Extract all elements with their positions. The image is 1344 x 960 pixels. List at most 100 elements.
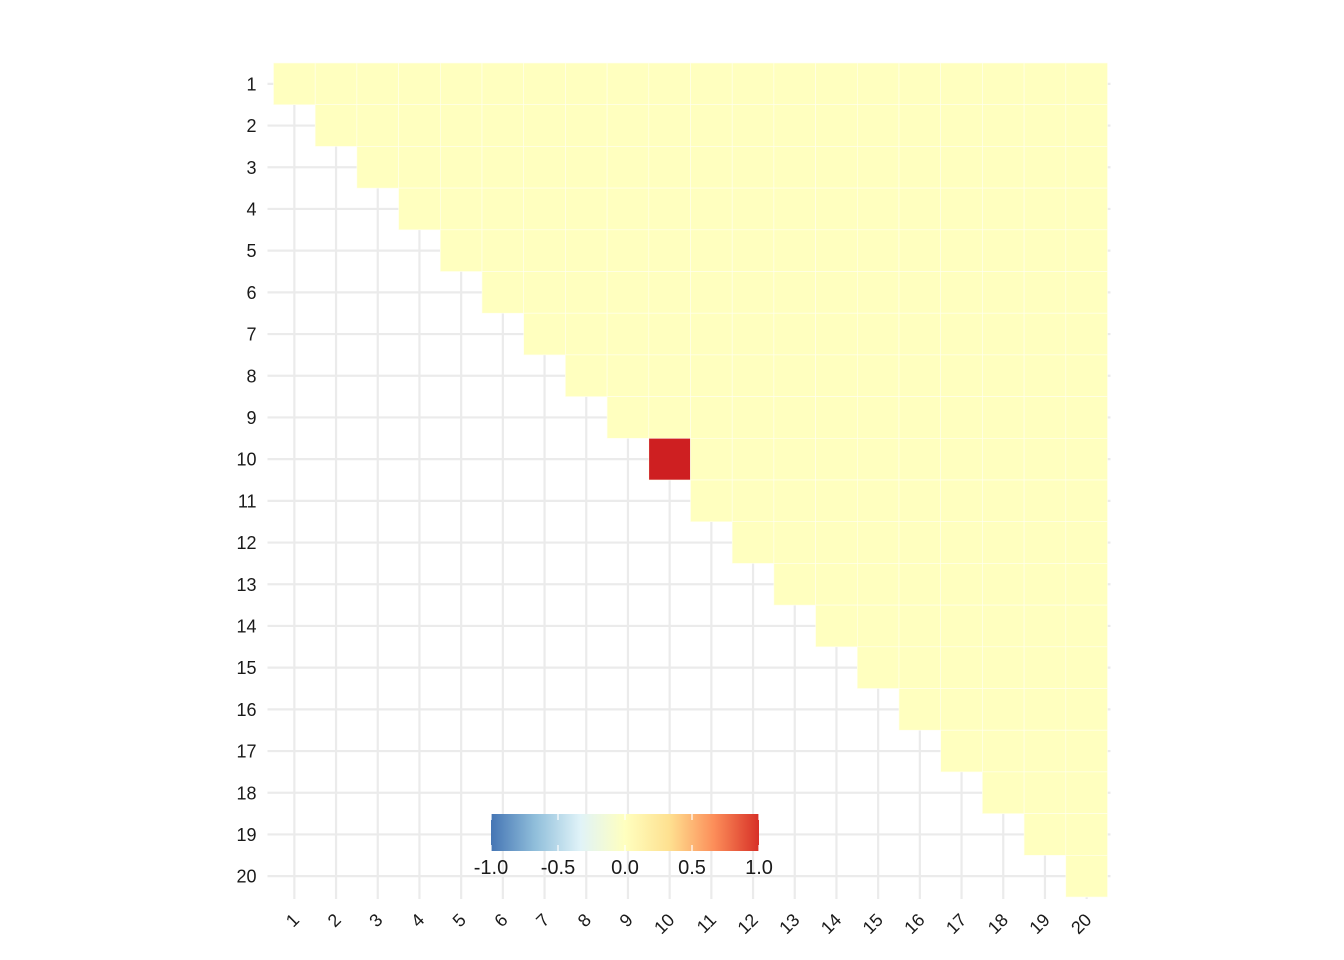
heatmap-cell (398, 62, 441, 106)
x-tick-label: 16 (900, 910, 928, 938)
y-tick-label: 4 (246, 199, 256, 219)
heatmap-cell (606, 104, 650, 147)
y-tick-label: 1 (246, 74, 256, 94)
heatmap-cell (1023, 354, 1067, 397)
heatmap-cell (856, 104, 900, 147)
x-tick-label: 17 (942, 910, 970, 938)
heatmap-cell (1023, 604, 1067, 648)
y-tick-label: 17 (236, 742, 256, 762)
heatmap-cell (940, 271, 983, 314)
heatmap-cell (648, 104, 691, 147)
heatmap-cell (690, 437, 733, 481)
heatmap-cell (1065, 187, 1108, 231)
heatmap-cell (815, 312, 858, 356)
heatmap-cell (523, 146, 566, 189)
heatmap-cell (1065, 604, 1108, 648)
heatmap-cell (731, 354, 775, 397)
heatmap-cell (982, 521, 1025, 564)
x-tick-label: 18 (984, 910, 1012, 938)
heatmap-cell (940, 646, 983, 689)
heatmap-cells (273, 62, 1108, 898)
y-tick-label: 2 (246, 116, 256, 136)
heatmap-cell (481, 146, 525, 189)
heatmap-cell (481, 187, 525, 231)
y-tick-label: 9 (246, 408, 256, 428)
heatmap-cell (606, 62, 650, 106)
heatmap-cell (982, 104, 1025, 147)
heatmap-cell (940, 146, 983, 189)
x-axis-tick-labels: 1 2 3 4 5 6 7 8 9 10 11 12 13 14 15 16 17 18 19 20 (282, 910, 1096, 938)
heatmap-cell (856, 396, 900, 439)
y-tick-label: 11 (238, 491, 257, 511)
heatmap-cell (356, 62, 399, 106)
heatmap-cell (982, 604, 1025, 648)
heatmap-cell (898, 688, 942, 731)
legend-tick-label: 0.0 (611, 857, 639, 879)
heatmap-cell (982, 312, 1025, 356)
heatmap-cell (898, 312, 942, 356)
heatmap-cell (856, 146, 900, 189)
heatmap-cell (1023, 437, 1067, 481)
heatmap-cell (982, 396, 1025, 439)
heatmap-cell (1065, 688, 1108, 731)
heatmap-cell (1065, 312, 1108, 356)
heatmap-cell (314, 62, 358, 106)
heatmap-cell (1023, 771, 1067, 814)
heatmap-cell (898, 187, 942, 231)
heatmap-cell (523, 187, 566, 231)
heatmap-cell (982, 479, 1025, 523)
heatmap-cell (856, 646, 900, 689)
heatmap-cell (648, 437, 691, 481)
y-tick-label: 18 (236, 783, 256, 803)
heatmap-cell (1065, 146, 1108, 189)
heatmap-cell (773, 62, 816, 106)
heatmap-cell (648, 146, 691, 189)
heatmap-cell (1023, 229, 1067, 272)
heatmap-cell (1023, 271, 1067, 314)
heatmap-cell (648, 229, 691, 272)
heatmap-cell (856, 479, 900, 523)
heatmap-cell (523, 271, 566, 314)
y-tick-label: 13 (236, 575, 256, 595)
heatmap-cell (439, 229, 483, 272)
heatmap-cell (1065, 813, 1108, 856)
heatmap-cell (856, 563, 900, 606)
heatmap-cell (1023, 688, 1067, 731)
heatmap-cell (690, 229, 733, 272)
x-tick-label: 6 (490, 910, 511, 931)
heatmap-cell (982, 771, 1025, 814)
heatmap-cell (1023, 312, 1067, 356)
heatmap-cell (982, 437, 1025, 481)
x-tick-label: 3 (365, 910, 386, 931)
heatmap-cell (1065, 521, 1108, 564)
heatmap-cell (982, 146, 1025, 189)
heatmap-cell (690, 396, 733, 439)
heatmap-cell (690, 271, 733, 314)
heatmap-cell (856, 437, 900, 481)
heatmap-cell (773, 479, 816, 523)
heatmap-cell (356, 146, 399, 189)
heatmap-cell (982, 62, 1025, 106)
heatmap-cell (523, 229, 566, 272)
heatmap-cell (356, 104, 399, 147)
x-tick-label: 10 (650, 910, 678, 938)
x-tick-label: 7 (532, 910, 553, 931)
heatmap-cell (773, 396, 816, 439)
heatmap-cell (982, 271, 1025, 314)
heatmap-cell (815, 354, 858, 397)
heatmap-cell (690, 187, 733, 231)
heatmap-cell (856, 521, 900, 564)
heatmap-cell (940, 729, 983, 773)
heatmap-cell (565, 104, 608, 147)
heatmap-cell (523, 62, 566, 106)
heatmap-cell (398, 104, 441, 147)
heatmap-cell (773, 104, 816, 147)
heatmap-cell (940, 62, 983, 106)
legend-tick-label: -0.5 (541, 857, 575, 879)
heatmap-cell (731, 62, 775, 106)
heatmap-cell (856, 271, 900, 314)
heatmap-cell (815, 521, 858, 564)
x-tick-label: 14 (817, 910, 845, 938)
heatmap-cell (982, 187, 1025, 231)
